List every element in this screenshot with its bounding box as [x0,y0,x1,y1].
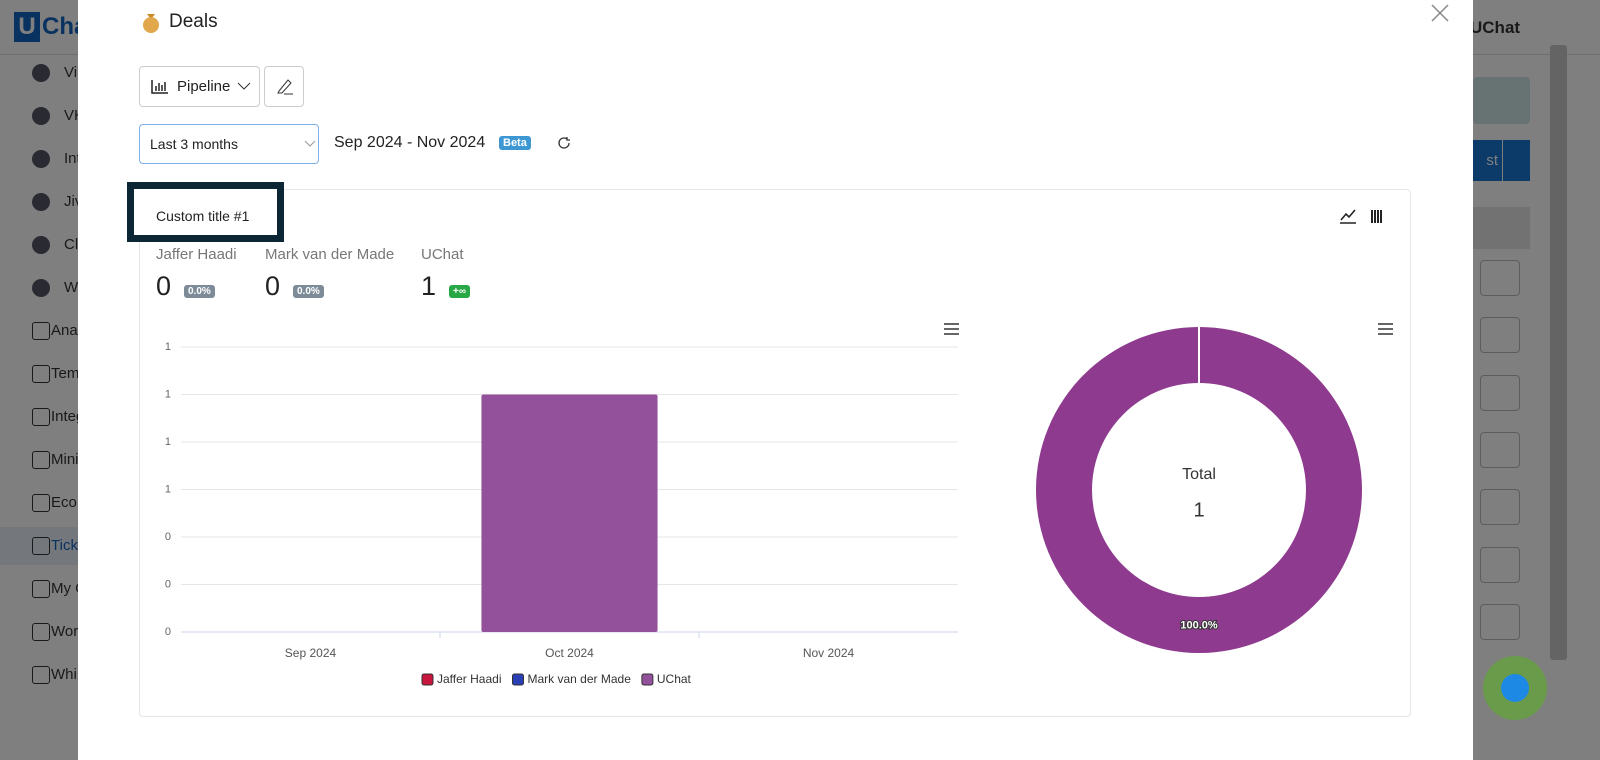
chat-widget[interactable] [1483,656,1547,720]
donut-center-label: Total [1182,466,1216,483]
stat-change: 0.0% [293,285,324,298]
y-tick-label: 1 [165,388,171,400]
close-icon [1431,4,1449,22]
slice-label: 100.0% [1180,619,1218,631]
legend-swatch [421,673,434,686]
y-tick-label: 1 [165,436,171,448]
chevron [304,140,316,147]
legend-swatch [641,673,654,686]
stat-name: Jaffer Haadi [156,246,237,263]
pipeline-label: Pipeline [177,78,231,95]
stat-name: UChat [421,246,464,263]
x-tick-label: Nov 2024 [803,646,855,660]
x-tick-label: Sep 2024 [285,646,337,660]
close-button[interactable] [1430,3,1450,23]
card-title: Custom title #1 [156,208,250,224]
y-tick-label: 0 [165,531,171,543]
period-select[interactable]: Last 3 months [139,124,319,164]
stat-name: Mark van der Made [265,246,395,263]
beta-badge: Beta [499,136,531,150]
y-tick-label: 1 [165,341,171,353]
stat-value: 0 [156,271,172,301]
legend-label: Jaffer Haadi [437,672,501,686]
bars-icon [151,80,168,94]
legend-label: UChat [657,672,692,686]
stat-change: +∞ [449,285,470,298]
chevron-path [304,140,316,147]
refresh-button[interactable] [557,136,571,150]
date-range: Sep 2024 - Nov 2024 [334,134,486,151]
chart-type-icons[interactable] [1339,207,1389,225]
stat-value: 1 [421,271,437,301]
y-tick-label: 1 [165,483,171,495]
pipeline-select[interactable]: Pipeline [139,66,260,107]
stat-value: 0 [265,271,281,301]
pen-path [277,79,293,95]
edit-pipeline-button[interactable] [264,66,304,107]
y-tick-label: 0 [165,578,171,590]
pipeline-icon [151,80,168,94]
y-tick-label: 0 [165,626,171,638]
chevron [237,82,251,90]
chart-card [139,189,1411,717]
stat-change: 0.0% [184,285,215,298]
legend-swatch [511,673,524,686]
period-label: Last 3 months [150,136,238,152]
chevron-path [237,82,251,90]
card-title-box [127,182,284,242]
donut-center-value: 1 [1193,499,1204,521]
x-tick-label: Oct 2024 [545,646,594,660]
edit-icon [277,79,293,95]
donut-slice [1036,327,1362,653]
chat-icon [1501,674,1529,702]
column-icon[interactable] [1371,210,1382,223]
bag-body [143,17,159,33]
line-icon[interactable] [1340,209,1356,224]
modal-title: Deals [169,11,218,32]
bar [481,394,658,632]
deals-icon [143,14,159,33]
bag-top [147,14,155,18]
refresh-icon [558,137,570,149]
legend-label: Mark van der Made [527,672,631,686]
